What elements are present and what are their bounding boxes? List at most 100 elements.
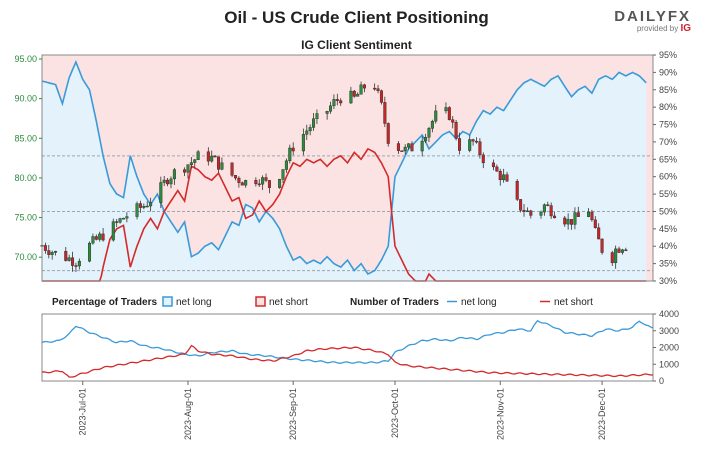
candle-body xyxy=(396,143,400,151)
candle-body xyxy=(478,141,482,156)
candle-body xyxy=(278,179,282,188)
traders-tick-label: 4000 xyxy=(659,309,679,319)
candle-body xyxy=(264,177,268,181)
percent-tick-label: 60% xyxy=(659,172,677,182)
candle-body xyxy=(267,180,271,188)
legend-pct-short-label: net short xyxy=(269,297,308,308)
candle-body xyxy=(471,139,475,142)
candle-body xyxy=(121,217,125,220)
candle-body xyxy=(111,221,115,241)
date-tick-label: 2023-Sep-01 xyxy=(288,388,298,440)
candle-body xyxy=(410,143,414,152)
candle-body xyxy=(563,217,567,225)
candle-body xyxy=(135,203,139,217)
candle-body xyxy=(301,134,305,152)
candle-body xyxy=(50,252,54,255)
candle-body xyxy=(495,166,499,172)
candle-body xyxy=(573,212,577,225)
candle-body xyxy=(468,139,472,151)
candle-body xyxy=(284,160,288,170)
candle-body xyxy=(542,204,546,213)
candle-body xyxy=(281,169,285,180)
candle-body xyxy=(447,107,451,120)
candle-body xyxy=(610,252,614,264)
candle-body xyxy=(407,143,411,148)
percent-tick-label: 30% xyxy=(659,276,677,286)
candle-body xyxy=(288,147,292,162)
candle-body xyxy=(254,180,258,185)
candle-body xyxy=(576,212,580,217)
legend-num-long-label: net long xyxy=(461,297,497,308)
candle-body xyxy=(257,183,261,186)
candle-body xyxy=(210,155,214,162)
candle-body xyxy=(352,90,356,97)
candle-body xyxy=(206,151,210,162)
candle-body xyxy=(597,227,601,240)
legend-num-short-label: net short xyxy=(554,297,593,308)
candle-body xyxy=(519,199,523,211)
candle-body xyxy=(600,238,604,253)
candle-body xyxy=(166,179,170,185)
candle-body xyxy=(376,88,380,91)
candle-body xyxy=(98,233,102,240)
traders-net-short-line xyxy=(41,344,654,378)
legend: Percentage of Traders net long net short… xyxy=(52,296,593,308)
legend-num-title: Number of Traders xyxy=(350,297,439,308)
price-tick-label: 80.00 xyxy=(14,173,37,183)
candle-body xyxy=(138,203,142,208)
candle-body xyxy=(315,113,319,119)
candle-body xyxy=(379,90,383,103)
main-panel-border xyxy=(41,54,654,282)
candle-body xyxy=(101,233,105,241)
candle-body xyxy=(94,236,98,240)
candle-body xyxy=(529,210,533,216)
candle-body xyxy=(189,162,193,165)
candle-body xyxy=(624,249,628,252)
candle-body xyxy=(217,156,221,170)
traders-tick-label: 3000 xyxy=(659,326,679,336)
price-candles xyxy=(40,81,628,273)
main-panel-background xyxy=(42,55,653,281)
candle-body xyxy=(505,174,509,182)
candle-body xyxy=(420,140,424,152)
candle-body xyxy=(230,162,234,176)
candle-body xyxy=(43,245,47,251)
candle-body xyxy=(54,251,58,253)
candle-body xyxy=(362,84,366,89)
candle-body xyxy=(458,138,462,151)
traders-net-long-line xyxy=(41,319,654,364)
main-axes: 95.00 90.00 85.00 80.00 75.00 70.00 95% 90% 85% 8… xyxy=(14,50,677,286)
candle-body xyxy=(498,171,502,181)
candle-body xyxy=(149,202,153,207)
traders-tick-label: 2000 xyxy=(659,343,679,353)
candle-body xyxy=(237,177,241,183)
brand-logo: DAILYFX provided by IG xyxy=(614,8,691,34)
candle-body xyxy=(77,260,81,267)
traders-panel: 4000 3000 2000 1000 0 xyxy=(41,309,679,386)
candle-body xyxy=(614,248,618,264)
percent-tick-label: 35% xyxy=(659,259,677,269)
price-tick-label: 95.00 xyxy=(14,54,37,64)
candle-body xyxy=(451,119,455,123)
candle-body xyxy=(186,164,190,173)
candle-body xyxy=(305,130,309,135)
candle-body xyxy=(308,127,312,132)
candle-body xyxy=(373,87,377,90)
candle-body xyxy=(291,147,295,152)
candle-body xyxy=(444,107,448,112)
candle-body xyxy=(325,111,329,114)
candle-body xyxy=(335,99,339,101)
candle-body xyxy=(434,110,438,122)
candle-body xyxy=(196,151,200,161)
candle-body xyxy=(349,90,353,104)
traders-tick-label: 0 xyxy=(659,376,664,386)
candle-body xyxy=(47,250,51,255)
candle-body xyxy=(91,236,95,244)
candle-body xyxy=(240,182,244,186)
legend-pct-long-label: net long xyxy=(176,297,212,308)
candle-body xyxy=(67,257,71,261)
date-tick-label: 2023-Nov-01 xyxy=(495,388,505,440)
percent-tick-label: 90% xyxy=(659,67,677,77)
percent-tick-label: 80% xyxy=(659,102,677,112)
